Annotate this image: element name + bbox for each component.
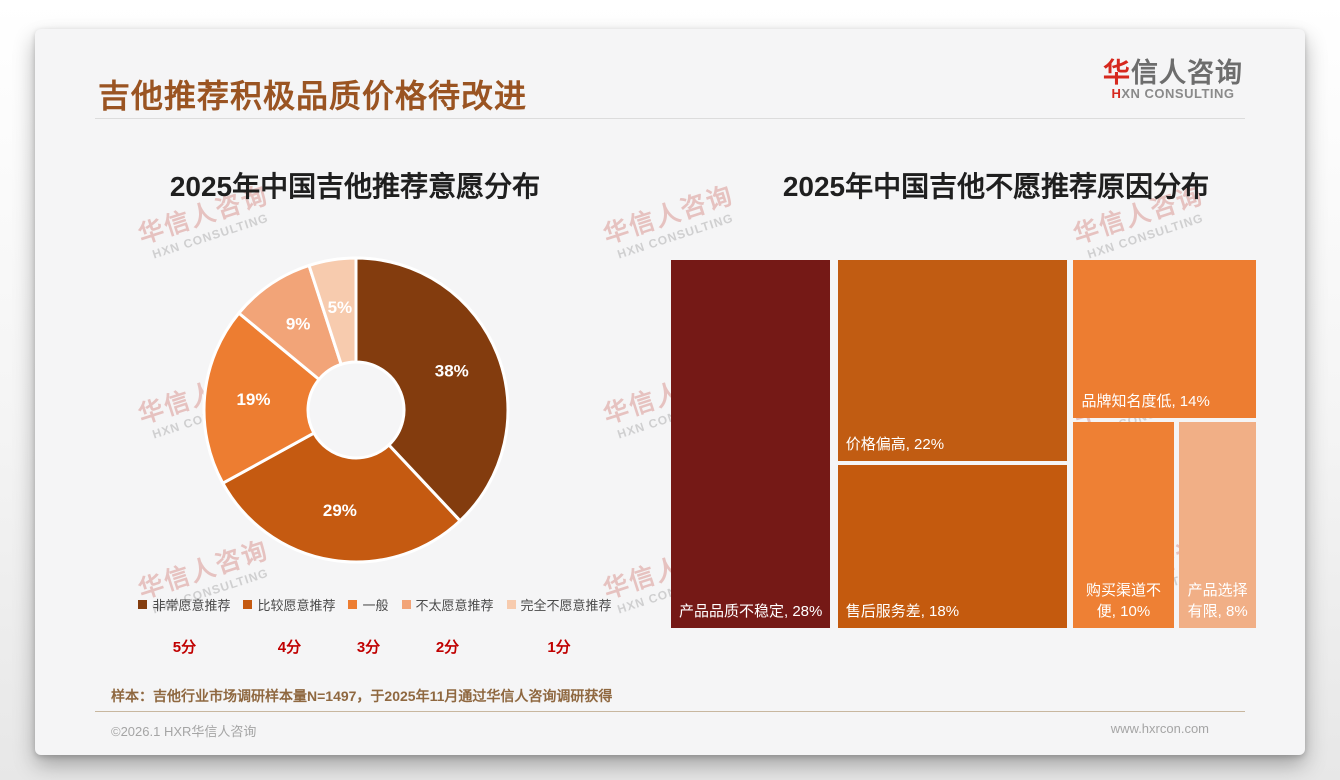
sample-note: 样本：吉他行业市场调研样本量N=1497，于2025年11月通过华信人咨询调研获… — [111, 688, 613, 704]
donut-label-非常愿意推荐: 38% — [435, 362, 469, 381]
slide: 华信人咨询 HXN CONSULTING 华信人咨询 HXN CONSULTING 华信… — [35, 29, 1305, 755]
logo-chinese-name: 华信人咨询 — [1103, 59, 1243, 87]
treemap-chart-title: 2025年中国吉他不愿推荐原因分布 — [782, 171, 1210, 202]
treemap-chart: 产品品质不稳定, 28% 价格偏高, 22% 售后服务差, 18% 品牌知名度低, 1… — [671, 260, 1256, 628]
donut-label-一般: 19% — [236, 390, 270, 409]
legend-label: 完全不愿意推荐 — [520, 598, 612, 613]
treemap-label: 价格偏高, 22% — [845, 435, 945, 453]
legend-swatch — [243, 600, 253, 609]
treemap-label: 产品选择有限, 8% — [1187, 582, 1248, 620]
legend-label: 一般 — [362, 598, 389, 613]
treemap-block-价格偏高: 价格偏高, 22% — [837, 260, 1068, 461]
donut-label-不太愿意推荐: 9% — [286, 314, 311, 333]
donut-svg: 38% 29% 19% 9% 5% — [202, 256, 510, 564]
legend-item-一般: 一般 3分 — [348, 595, 389, 657]
donut-legend: 非常愿意推荐 5分 比较愿意推荐 4分 一般 3分 不太愿意推荐 2分 完全不愿意推荐 1分 — [75, 595, 675, 657]
legend-swatch — [401, 600, 411, 609]
treemap-block-售后服务差: 售后服务差, 18% — [837, 464, 1068, 628]
website-url: www.hxrcon.com — [1110, 721, 1209, 736]
logo-en-accent: H — [1111, 86, 1122, 102]
donut-label-比较愿意推荐: 29% — [323, 501, 357, 520]
treemap-block-品牌知名度低: 品牌知名度低, 14% — [1073, 260, 1256, 418]
legend-entry: 非常愿意推荐 — [138, 595, 230, 614]
treemap-block-产品品质不稳定: 产品品质不稳定, 28% — [671, 260, 831, 628]
footer-divider — [95, 711, 1245, 712]
treemap-label: 售后服务差, 18% — [845, 602, 960, 620]
legend-item-不太愿意推荐: 不太愿意推荐 2分 — [401, 595, 494, 657]
treemap-block-购买渠道不便: 购买渠道不便, 10% — [1073, 421, 1174, 628]
logo-english-name: HXN CONSULTING — [1103, 87, 1243, 101]
legend-swatch — [348, 600, 358, 609]
legend-entry: 不太愿意推荐 — [401, 595, 494, 614]
logo-cn-accent: 华 — [1103, 58, 1131, 88]
page-title: 吉他推荐积极品质价格待改进 — [98, 78, 528, 114]
legend-entry: 完全不愿意推荐 — [506, 595, 612, 614]
donut-slice-非常愿意推荐 — [354, 256, 510, 523]
legend-label: 不太愿意推荐 — [415, 598, 494, 613]
legend-score: 2分 — [435, 639, 460, 656]
copyright-text: ©2026.1 HXR华信人咨询 — [111, 724, 257, 739]
legend-score: 1分 — [547, 639, 571, 656]
legend-score: 3分 — [356, 639, 381, 656]
donut-slice-比较愿意推荐 — [221, 431, 462, 564]
treemap-label: 品牌知名度低, 14% — [1081, 392, 1210, 410]
footer: ©2026.1 HXR华信人咨询 www.hxrcon.com — [111, 721, 1209, 740]
logo-cn-rest: 信人咨询 — [1131, 58, 1243, 88]
legend-label: 比较愿意推荐 — [257, 598, 336, 613]
legend-item-完全不愿意推荐: 完全不愿意推荐 1分 — [506, 595, 612, 657]
donut-slice-完全不愿意推荐 — [307, 256, 358, 366]
legend-swatch — [506, 600, 516, 609]
donut-label-完全不愿意推荐: 5% — [328, 298, 353, 317]
title-divider — [95, 118, 1245, 119]
legend-label: 非常愿意推荐 — [152, 598, 231, 613]
legend-score: 5分 — [172, 639, 197, 656]
logo-en-rest: XN CONSULTING — [1121, 86, 1235, 102]
legend-item-比较愿意推荐: 比较愿意推荐 4分 — [243, 595, 335, 657]
donut-chart: 38% 29% 19% 9% 5% — [196, 250, 516, 570]
legend-swatch — [138, 600, 148, 609]
legend-item-非常愿意推荐: 非常愿意推荐 5分 — [138, 595, 230, 657]
treemap-label: 购买渠道不便, 10% — [1085, 582, 1161, 620]
legend-entry: 比较愿意推荐 — [243, 595, 335, 614]
treemap-label: 产品品质不稳定, 28% — [679, 602, 823, 620]
legend-entry: 一般 — [348, 595, 389, 614]
donut-chart-title: 2025年中国吉他推荐意愿分布 — [169, 171, 541, 202]
legend-score: 4分 — [277, 639, 302, 656]
company-logo: 华信人咨询 HXN CONSULTING — [1103, 59, 1243, 101]
treemap-block-产品选择有限: 产品选择有限, 8% — [1179, 421, 1256, 628]
